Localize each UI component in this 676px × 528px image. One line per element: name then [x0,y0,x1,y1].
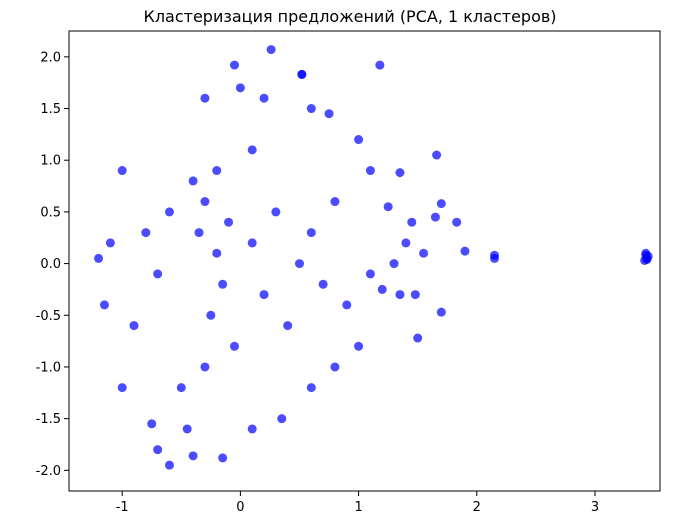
scatter-point [200,197,210,207]
scatter-point [365,166,375,176]
scatter-point [430,212,440,222]
x-axis-ticks: -1 0 1 2 3 [116,491,599,515]
scatter-point [407,217,417,227]
scatter-point [194,228,204,238]
scatter-point [247,424,257,434]
x-tick-label: 1 [354,500,362,515]
chart-title: Кластеризация предложений (PCA, 1 класте… [143,7,556,26]
scatter-point [342,300,352,310]
scatter-point [153,269,163,279]
scatter-point [259,290,269,300]
y-tick-label: -1.5 [36,412,61,427]
scatter-point [247,145,257,155]
scatter-point [642,254,652,264]
scatter-point [224,217,234,227]
scatter-point [389,259,399,269]
scatter-point [375,60,385,70]
scatter-point [432,150,442,160]
scatter-point [283,321,293,331]
scatter-point [218,279,228,289]
scatter-point [277,414,287,424]
y-tick-label: 0.0 [40,257,61,272]
y-tick-label: 1.5 [40,102,61,117]
scatter-point [383,202,393,212]
scatter-point [395,290,405,300]
scatter-point [212,166,222,176]
y-tick-label: 2.0 [40,50,61,65]
scatter-point [188,176,198,186]
scatter-point [306,383,316,393]
scatter-point [266,45,276,55]
scatter-point [129,321,139,331]
x-tick-label: 2 [473,500,481,515]
scatter-point [188,451,198,461]
scatter-point [330,362,340,372]
scatter-point [306,228,316,238]
scatter-point [330,197,340,207]
y-axis-ticks: -2.0 -1.5 -1.0 -0.5 0.0 0.5 1.0 1.5 2.0 [36,50,69,479]
scatter-point [212,248,222,258]
scatter-point [271,207,281,217]
scatter-point [147,419,157,429]
y-tick-label: -2.0 [36,464,61,479]
scatter-point [229,60,239,70]
scatter-point [490,253,500,263]
scatter-point [318,279,328,289]
scatter-point [176,383,186,393]
scatter-point [229,341,239,351]
y-tick-label: 0.5 [40,205,61,220]
scatter-point [164,207,174,217]
scatter-point [365,269,375,279]
scatter-point [294,259,304,269]
y-tick-label: -0.5 [36,309,61,324]
scatter-point [306,104,316,114]
scatter-point [259,93,269,103]
scatter-point [247,238,257,248]
scatter-point [452,217,462,227]
scatter-point [164,460,174,470]
scatter-point [218,453,228,463]
scatter-point [401,238,411,248]
scatter-point [200,93,210,103]
scatter-point [354,341,364,351]
scatter-point [419,248,429,258]
y-tick-label: -1.0 [36,360,61,375]
scatter-point [141,228,151,238]
scatter-point [200,362,210,372]
points-layer [94,45,653,470]
scatter-point [206,310,216,320]
scatter-point [182,424,192,434]
scatter-point [235,83,245,93]
x-tick-label: -1 [116,500,129,515]
scatter-point [117,166,127,176]
plot-frame [68,30,661,492]
scatter-point [410,290,420,300]
scatter-point [377,284,387,294]
scatter-point [153,445,163,455]
y-tick-label: 1.0 [40,154,61,169]
scatter-point [324,109,334,119]
scatter-point [436,307,446,317]
scatter-point [94,253,104,263]
scatter-point [99,300,109,310]
scatter-point [395,168,405,178]
scatter-point [413,333,423,343]
x-tick-label: 0 [236,500,244,515]
scatter-point [354,135,364,145]
x-tick-label: 3 [591,500,599,515]
scatter-point [460,246,470,256]
scatter-point [436,199,446,209]
scatter-point [105,238,115,248]
scatter-point [297,69,307,79]
scatter-point [117,383,127,393]
